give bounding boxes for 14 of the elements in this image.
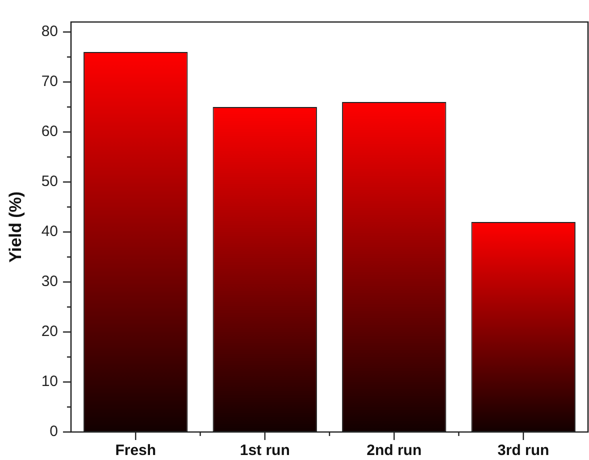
y-tick-label: 70	[41, 73, 58, 90]
x-tick-label: 2nd run	[366, 442, 422, 460]
y-tick-label: 50	[41, 173, 58, 190]
y-tick-label: 60	[41, 123, 58, 140]
y-axis-title: Yield (%)	[6, 191, 25, 263]
y-tick-label: 80	[41, 23, 58, 40]
y-tick-label: 0	[50, 423, 58, 440]
y-tick-label: 20	[41, 323, 58, 340]
y-tick-label: 30	[41, 273, 58, 290]
y-tick-label: 10	[41, 373, 58, 390]
x-tick-label: Fresh	[115, 442, 156, 460]
x-tick-label: 3rd run	[498, 442, 550, 460]
x-tick-label: 1st run	[240, 442, 290, 460]
y-tick-label: 40	[41, 223, 58, 240]
